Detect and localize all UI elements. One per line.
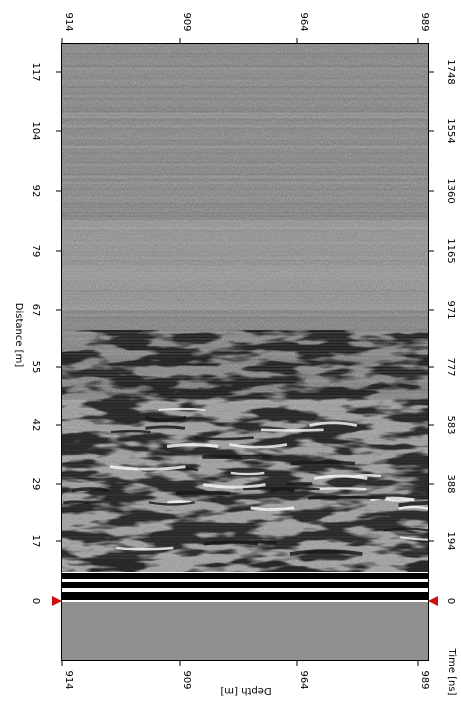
left-zero-marker bbox=[52, 596, 62, 606]
horizontal-stripes bbox=[62, 47, 428, 559]
left-tick-label: 79 bbox=[30, 245, 41, 258]
reflection-arc bbox=[398, 500, 428, 508]
reflection-arc bbox=[203, 483, 266, 489]
reflection-arc bbox=[398, 505, 428, 510]
right-tick-label: 0 bbox=[445, 598, 456, 604]
top-tick-label: 989 bbox=[419, 12, 430, 31]
reflection-arc bbox=[289, 549, 363, 556]
reflection-arc bbox=[383, 527, 428, 532]
reflection-arc bbox=[176, 490, 231, 496]
right-zero-marker bbox=[428, 596, 438, 606]
right-tick-label: 583 bbox=[445, 415, 456, 434]
reflection-arc bbox=[290, 460, 356, 466]
reflection-arc bbox=[158, 407, 206, 412]
left-tick-label: 17 bbox=[30, 535, 41, 548]
plot-area bbox=[62, 44, 428, 660]
reflection-arc bbox=[400, 536, 428, 541]
reflection-arc bbox=[260, 428, 324, 432]
bottom-tick-label: 989 bbox=[419, 670, 430, 689]
left-tick-label: 92 bbox=[30, 185, 41, 198]
top-tick-label: 914 bbox=[63, 12, 74, 31]
reflection-arc bbox=[230, 471, 265, 476]
reflection-arc bbox=[116, 546, 174, 551]
bottom-axis: 914 909 964 989 bbox=[61, 660, 430, 690]
right-tick-label: 1360 bbox=[445, 178, 456, 203]
right-tick-label: 971 bbox=[445, 300, 456, 319]
reflection-arc bbox=[309, 421, 358, 427]
reflection-arc bbox=[203, 540, 259, 546]
reflection-texture bbox=[62, 330, 428, 572]
plot-frame bbox=[61, 43, 429, 661]
direct-wave-band-3 bbox=[62, 592, 428, 600]
left-tick-label: 42 bbox=[30, 419, 41, 432]
reflection-arc bbox=[144, 415, 187, 423]
right-tick-label: 1748 bbox=[445, 59, 456, 84]
bottom-tick-label: 964 bbox=[298, 670, 309, 689]
reflection-arc bbox=[308, 496, 387, 500]
left-tick-label: 117 bbox=[30, 62, 41, 81]
bottom-tick-label: 914 bbox=[63, 670, 74, 689]
left-axis: 0 17 29 42 55 67 79 92 104 117 bbox=[30, 62, 62, 604]
right-axis: 0 194 388 583 777 971 1165 1360 1554 1748 bbox=[428, 59, 456, 604]
right-tick-label: 777 bbox=[445, 357, 456, 376]
left-tick-label: 0 bbox=[30, 598, 41, 604]
left-tick-label: 104 bbox=[30, 121, 41, 140]
right-tick-label: 1165 bbox=[445, 238, 456, 263]
reflection-arc bbox=[110, 429, 151, 434]
left-axis-title: Distance [m] bbox=[13, 303, 24, 368]
reflection-arc bbox=[250, 506, 295, 512]
left-tick-label: 67 bbox=[30, 304, 41, 317]
reflection-arc bbox=[314, 487, 367, 491]
bottom-axis-title: Depth [m] bbox=[220, 685, 271, 696]
reflection-arc bbox=[194, 436, 254, 441]
reflection-arc bbox=[243, 487, 320, 491]
right-axis-title: Time [ns] bbox=[446, 647, 457, 695]
reflection-arc bbox=[109, 465, 186, 471]
reflection-arc bbox=[148, 501, 195, 506]
reflection-arc bbox=[145, 425, 186, 430]
reflection-arc bbox=[355, 474, 382, 478]
left-tick-label: 55 bbox=[30, 361, 41, 374]
top-tick-label: 964 bbox=[298, 12, 309, 31]
reflection-arc bbox=[313, 474, 368, 480]
top-axis: 914 909 964 989 bbox=[61, 12, 430, 44]
reflection-arc bbox=[229, 443, 288, 449]
bottom-tick-label: 909 bbox=[181, 670, 192, 689]
reflection-arc bbox=[63, 500, 90, 505]
top-tick-label: 909 bbox=[181, 12, 192, 31]
right-tick-label: 1554 bbox=[445, 118, 456, 143]
reflection-arc bbox=[384, 498, 414, 502]
reflection-arc bbox=[71, 487, 109, 493]
direct-wave-band-1 bbox=[62, 573, 428, 579]
reflection-arc bbox=[167, 500, 192, 504]
right-tick-label: 388 bbox=[445, 474, 456, 493]
reflection-arc bbox=[166, 443, 219, 448]
left-tick-label: 29 bbox=[30, 478, 41, 491]
right-tick-label: 194 bbox=[445, 531, 456, 550]
lower-gray-zone bbox=[62, 602, 428, 660]
direct-wave-band-2 bbox=[62, 582, 428, 588]
